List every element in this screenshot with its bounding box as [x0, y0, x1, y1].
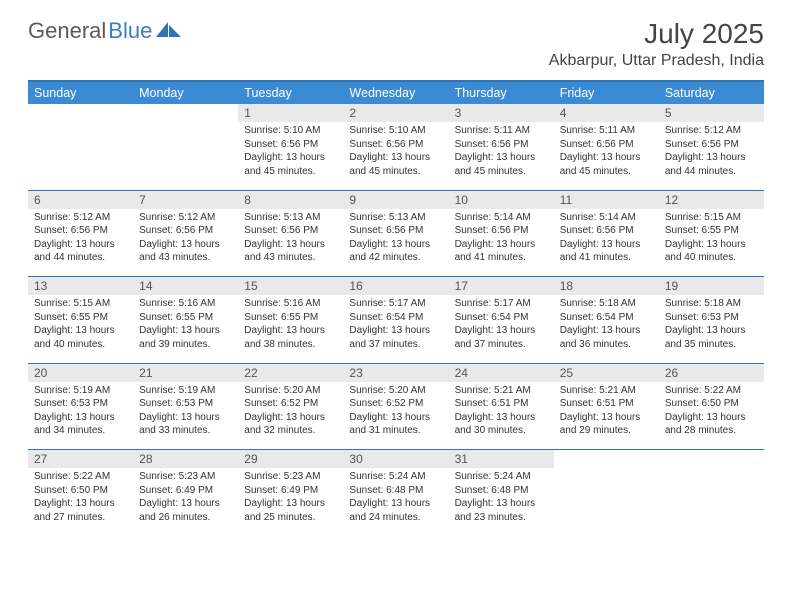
day-number-cell	[554, 450, 659, 468]
day-content-cell: Sunrise: 5:12 AMSunset: 6:56 PMDaylight:…	[28, 209, 133, 277]
day-number-cell: 29	[238, 450, 343, 468]
day-number-cell: 28	[133, 450, 238, 468]
day-number-cell: 13	[28, 277, 133, 295]
day-header: Sunday	[28, 81, 133, 104]
day-number-cell: 19	[659, 277, 764, 295]
day-header: Monday	[133, 81, 238, 104]
day-content-cell: Sunrise: 5:13 AMSunset: 6:56 PMDaylight:…	[343, 209, 448, 277]
day-content-cell: Sunrise: 5:23 AMSunset: 6:49 PMDaylight:…	[238, 468, 343, 536]
day-number-cell: 30	[343, 450, 448, 468]
day-content-row: Sunrise: 5:22 AMSunset: 6:50 PMDaylight:…	[28, 468, 764, 536]
day-number-cell: 16	[343, 277, 448, 295]
month-title: July 2025	[549, 18, 764, 50]
day-content-row: Sunrise: 5:12 AMSunset: 6:56 PMDaylight:…	[28, 209, 764, 277]
day-content-cell	[554, 468, 659, 536]
day-number-cell: 10	[449, 191, 554, 209]
day-number-cell: 3	[449, 104, 554, 122]
brand-logo: GeneralBlue	[28, 18, 182, 44]
day-number-cell: 4	[554, 104, 659, 122]
day-content-cell: Sunrise: 5:18 AMSunset: 6:54 PMDaylight:…	[554, 295, 659, 363]
day-content-cell: Sunrise: 5:12 AMSunset: 6:56 PMDaylight:…	[659, 122, 764, 190]
day-content-cell	[133, 122, 238, 190]
day-number-cell: 1	[238, 104, 343, 122]
location-label: Akbarpur, Uttar Pradesh, India	[549, 52, 764, 70]
page-header: GeneralBlue July 2025 Akbarpur, Uttar Pr…	[28, 18, 764, 70]
day-number-row: 13141516171819	[28, 277, 764, 295]
day-content-cell: Sunrise: 5:20 AMSunset: 6:52 PMDaylight:…	[238, 382, 343, 450]
day-number-cell	[28, 104, 133, 122]
day-content-cell: Sunrise: 5:17 AMSunset: 6:54 PMDaylight:…	[449, 295, 554, 363]
day-number-cell: 6	[28, 191, 133, 209]
day-content-cell: Sunrise: 5:19 AMSunset: 6:53 PMDaylight:…	[28, 382, 133, 450]
day-content-row: Sunrise: 5:15 AMSunset: 6:55 PMDaylight:…	[28, 295, 764, 363]
day-content-cell: Sunrise: 5:10 AMSunset: 6:56 PMDaylight:…	[238, 122, 343, 190]
day-content-cell: Sunrise: 5:15 AMSunset: 6:55 PMDaylight:…	[28, 295, 133, 363]
day-content-cell: Sunrise: 5:11 AMSunset: 6:56 PMDaylight:…	[554, 122, 659, 190]
day-content-cell: Sunrise: 5:21 AMSunset: 6:51 PMDaylight:…	[554, 382, 659, 450]
day-number-cell	[133, 104, 238, 122]
brand-part2: Blue	[108, 18, 152, 44]
day-content-cell: Sunrise: 5:21 AMSunset: 6:51 PMDaylight:…	[449, 382, 554, 450]
day-content-cell: Sunrise: 5:22 AMSunset: 6:50 PMDaylight:…	[659, 382, 764, 450]
day-content-cell: Sunrise: 5:12 AMSunset: 6:56 PMDaylight:…	[133, 209, 238, 277]
day-number-row: 2728293031	[28, 450, 764, 468]
day-number-cell: 21	[133, 364, 238, 382]
title-block: July 2025 Akbarpur, Uttar Pradesh, India	[549, 18, 764, 70]
day-content-cell: Sunrise: 5:24 AMSunset: 6:48 PMDaylight:…	[343, 468, 448, 536]
day-number-cell: 20	[28, 364, 133, 382]
day-number-cell: 14	[133, 277, 238, 295]
day-number-cell: 23	[343, 364, 448, 382]
day-content-cell: Sunrise: 5:20 AMSunset: 6:52 PMDaylight:…	[343, 382, 448, 450]
day-number-cell: 11	[554, 191, 659, 209]
day-content-cell	[28, 122, 133, 190]
day-content-cell: Sunrise: 5:22 AMSunset: 6:50 PMDaylight:…	[28, 468, 133, 536]
calendar-body: 12345Sunrise: 5:10 AMSunset: 6:56 PMDayl…	[28, 104, 764, 536]
day-content-cell	[659, 468, 764, 536]
day-number-cell: 24	[449, 364, 554, 382]
day-number-cell: 22	[238, 364, 343, 382]
day-content-cell: Sunrise: 5:16 AMSunset: 6:55 PMDaylight:…	[133, 295, 238, 363]
day-number-cell: 25	[554, 364, 659, 382]
day-number-cell: 5	[659, 104, 764, 122]
brand-part1: General	[28, 18, 106, 44]
day-number-row: 12345	[28, 104, 764, 122]
day-content-cell: Sunrise: 5:15 AMSunset: 6:55 PMDaylight:…	[659, 209, 764, 277]
day-content-cell: Sunrise: 5:16 AMSunset: 6:55 PMDaylight:…	[238, 295, 343, 363]
day-number-cell: 26	[659, 364, 764, 382]
day-number-cell	[659, 450, 764, 468]
day-header: Friday	[554, 81, 659, 104]
day-number-row: 6789101112	[28, 191, 764, 209]
day-content-cell: Sunrise: 5:17 AMSunset: 6:54 PMDaylight:…	[343, 295, 448, 363]
day-header: Thursday	[449, 81, 554, 104]
day-number-row: 20212223242526	[28, 364, 764, 382]
day-header: Tuesday	[238, 81, 343, 104]
day-number-cell: 17	[449, 277, 554, 295]
calendar-table: Sunday Monday Tuesday Wednesday Thursday…	[28, 80, 764, 536]
day-number-cell: 9	[343, 191, 448, 209]
day-content-row: Sunrise: 5:10 AMSunset: 6:56 PMDaylight:…	[28, 122, 764, 190]
day-number-cell: 12	[659, 191, 764, 209]
day-number-cell: 31	[449, 450, 554, 468]
day-content-cell: Sunrise: 5:24 AMSunset: 6:48 PMDaylight:…	[449, 468, 554, 536]
brand-sail-icon	[156, 20, 182, 43]
day-header: Wednesday	[343, 81, 448, 104]
day-content-cell: Sunrise: 5:10 AMSunset: 6:56 PMDaylight:…	[343, 122, 448, 190]
day-content-cell: Sunrise: 5:23 AMSunset: 6:49 PMDaylight:…	[133, 468, 238, 536]
day-number-cell: 2	[343, 104, 448, 122]
day-content-cell: Sunrise: 5:13 AMSunset: 6:56 PMDaylight:…	[238, 209, 343, 277]
day-number-cell: 18	[554, 277, 659, 295]
day-content-row: Sunrise: 5:19 AMSunset: 6:53 PMDaylight:…	[28, 382, 764, 450]
day-content-cell: Sunrise: 5:14 AMSunset: 6:56 PMDaylight:…	[449, 209, 554, 277]
day-header: Saturday	[659, 81, 764, 104]
day-header-row: Sunday Monday Tuesday Wednesday Thursday…	[28, 81, 764, 104]
day-content-cell: Sunrise: 5:18 AMSunset: 6:53 PMDaylight:…	[659, 295, 764, 363]
day-number-cell: 15	[238, 277, 343, 295]
day-content-cell: Sunrise: 5:11 AMSunset: 6:56 PMDaylight:…	[449, 122, 554, 190]
calendar-page: GeneralBlue July 2025 Akbarpur, Uttar Pr…	[0, 0, 792, 536]
day-content-cell: Sunrise: 5:19 AMSunset: 6:53 PMDaylight:…	[133, 382, 238, 450]
day-content-cell: Sunrise: 5:14 AMSunset: 6:56 PMDaylight:…	[554, 209, 659, 277]
day-number-cell: 27	[28, 450, 133, 468]
day-number-cell: 8	[238, 191, 343, 209]
day-number-cell: 7	[133, 191, 238, 209]
